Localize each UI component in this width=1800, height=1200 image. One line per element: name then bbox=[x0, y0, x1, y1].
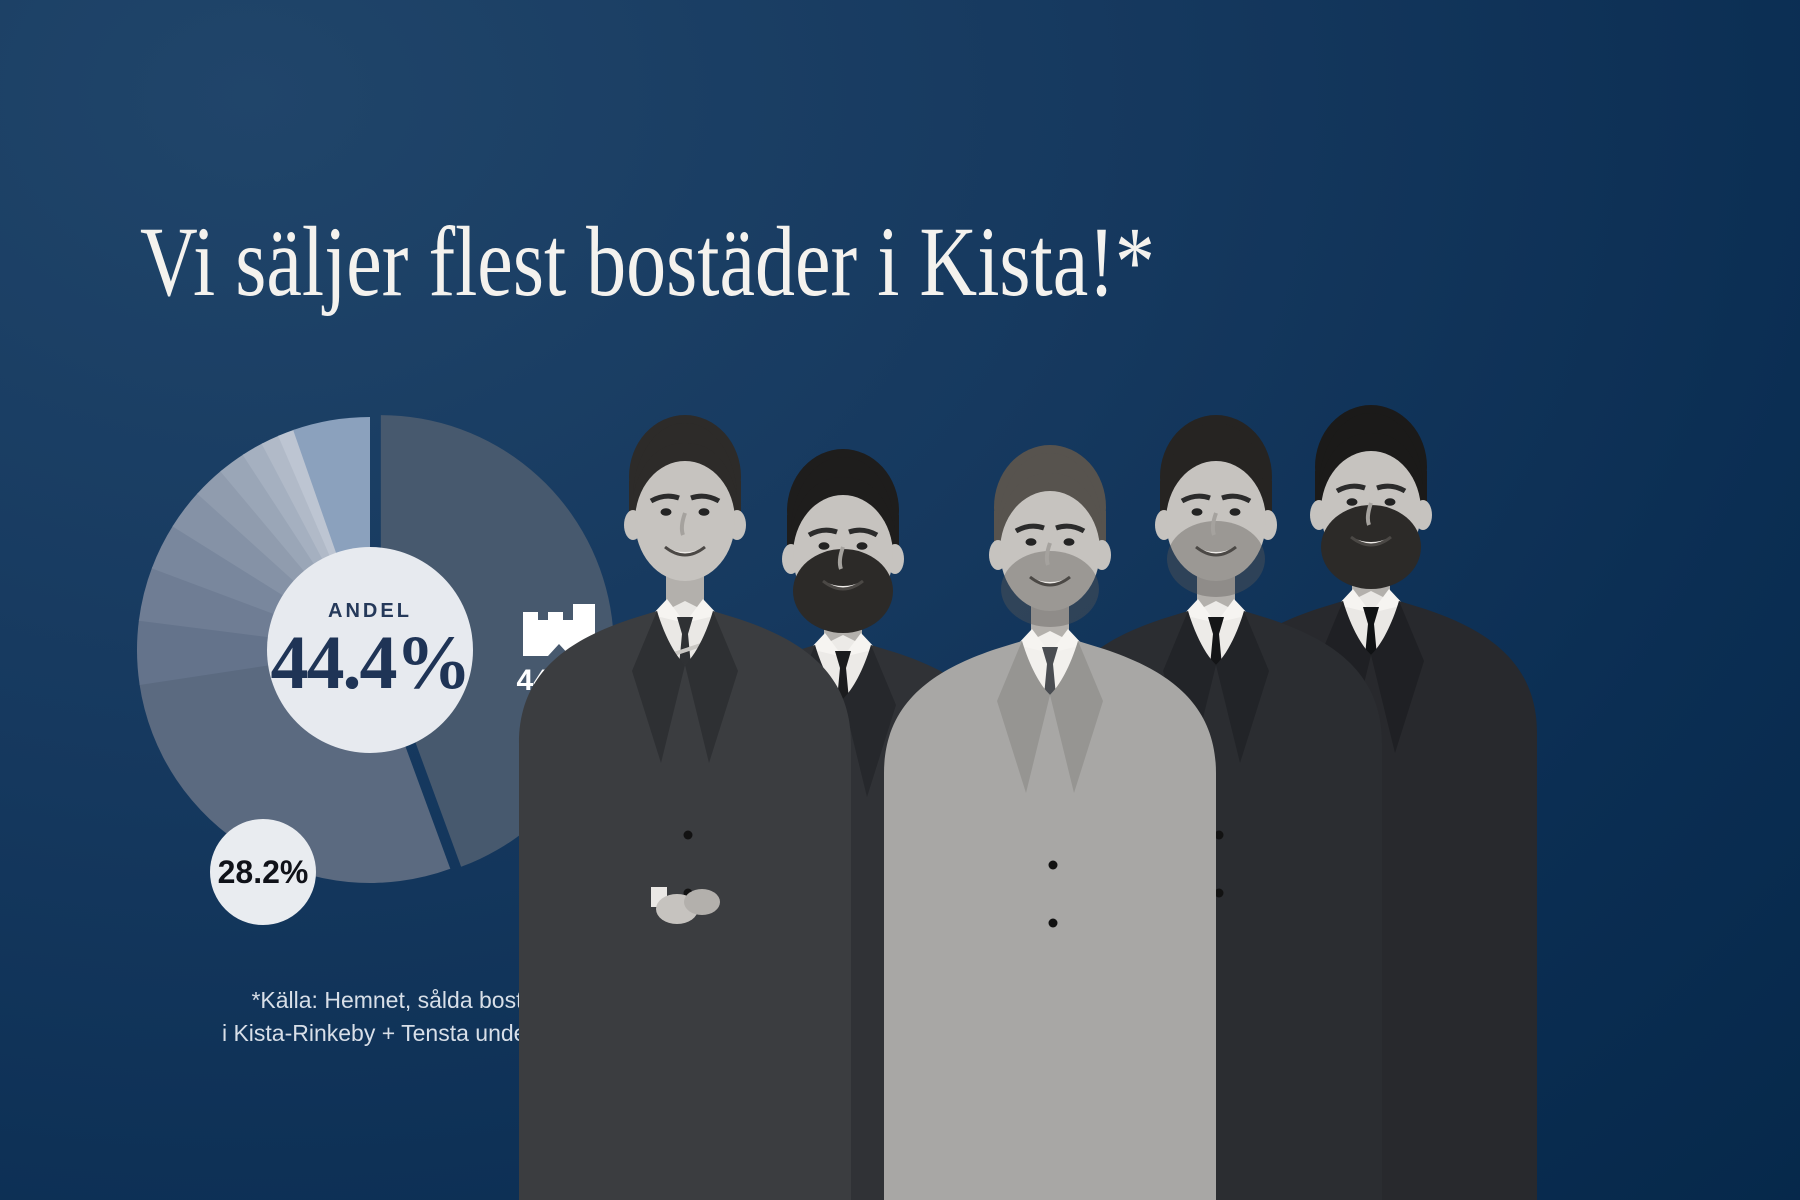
agent-portrait-4 bbox=[1050, 415, 1382, 1200]
source-footnote-line2: i Kista-Rinkeby + Tensta under 2024. bbox=[221, 1020, 599, 1046]
pie-center-value: 44.4% bbox=[270, 620, 472, 705]
headline: Vi säljer flest bostäder i Kista!* bbox=[140, 206, 1155, 317]
pie-slice-competitor-2 bbox=[136, 619, 370, 685]
primary-share-callout: 44.4% bbox=[488, 604, 630, 698]
pie-center-caption: ANDEL bbox=[328, 599, 412, 622]
pie-center-disc: ANDEL 44.4% bbox=[267, 547, 473, 753]
agent-portrait-3 bbox=[884, 445, 1216, 1200]
castle-logo-icon bbox=[523, 604, 595, 656]
agent-portrait-5 bbox=[1205, 405, 1537, 1200]
secondary-share-value: 28.2% bbox=[217, 853, 309, 890]
secondary-share-callout: 28.2% bbox=[210, 819, 316, 925]
primary-share-value: 44.4% bbox=[516, 664, 602, 697]
source-footnote-line1: *Källa: Hemnet, sålda bostäder bbox=[251, 987, 569, 1013]
source-footnote: *Källa: Hemnet, sålda bostäder i Kista-R… bbox=[205, 984, 615, 1050]
